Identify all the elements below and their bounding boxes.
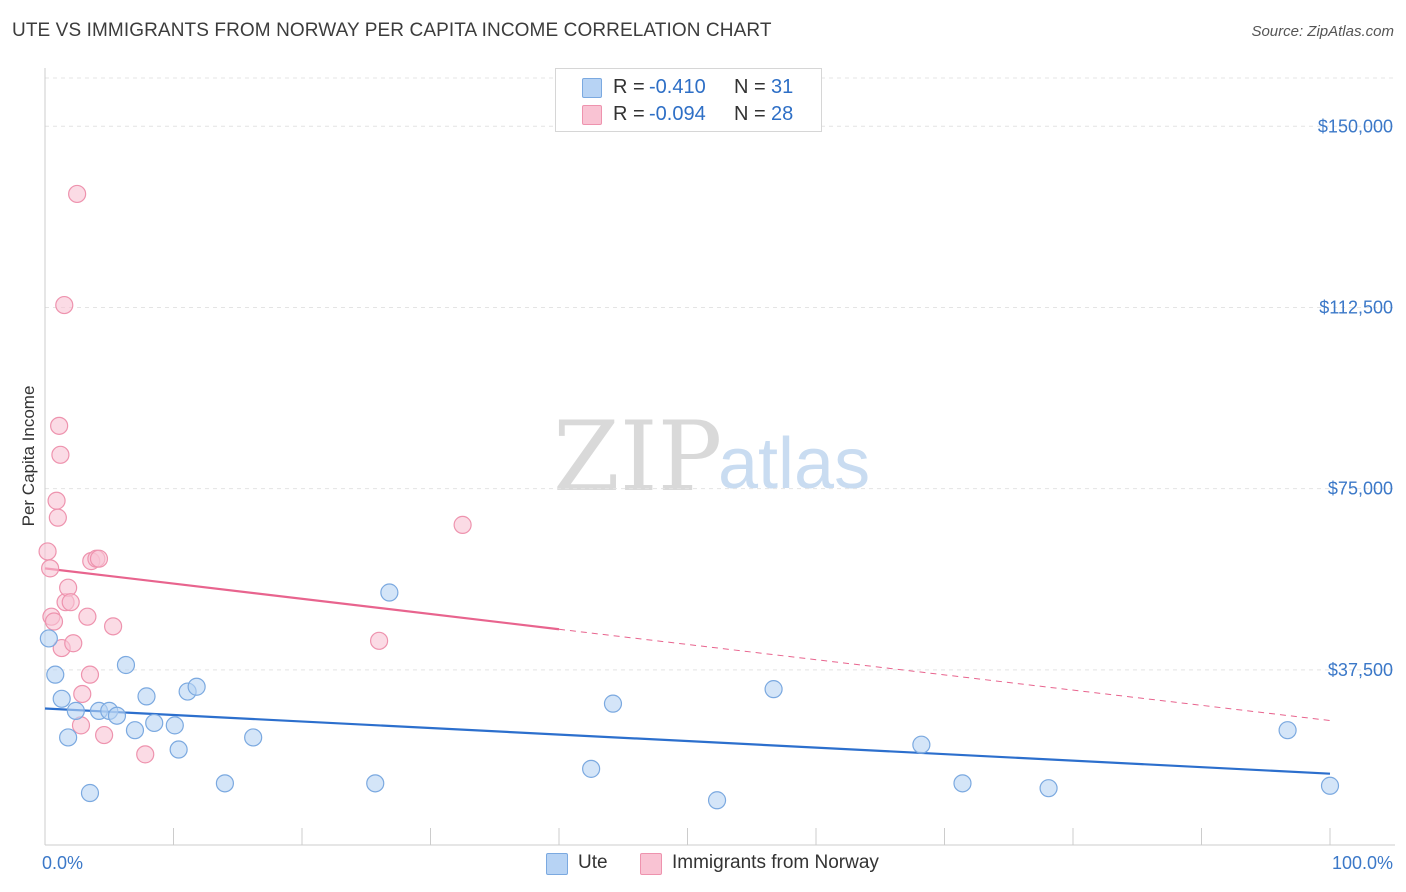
ute-point: [215, 774, 234, 793]
ute-point: [52, 689, 71, 708]
ute-point: [125, 721, 145, 740]
ute-point: [137, 687, 156, 706]
ute-point: [582, 759, 601, 778]
ute-point: [244, 728, 263, 747]
r-label: R =: [613, 103, 645, 125]
norway-point: [104, 617, 123, 636]
n-value: 31: [771, 76, 794, 98]
ute-legend-icon: [546, 853, 568, 875]
ute-point: [116, 655, 136, 675]
norway-point: [50, 416, 69, 435]
ute-point: [169, 740, 188, 759]
norway-point: [89, 549, 109, 568]
y-tick-label: $75,000: [1328, 479, 1393, 499]
norway-point: [80, 665, 100, 684]
norway-legend-label: Immigrants from Norway: [672, 852, 879, 873]
ute-point: [66, 701, 85, 720]
ute-point: [366, 774, 385, 793]
x-tick-labels: 0.0% 100.0%: [42, 853, 1393, 873]
trend-line-0: [44, 707, 1331, 775]
n-label: N =: [734, 103, 766, 125]
norway-point: [370, 631, 389, 650]
r-value: -0.094: [649, 103, 706, 125]
ute-point: [1039, 779, 1058, 798]
gridlines: [45, 77, 1395, 671]
norway-legend-icon: [640, 853, 662, 875]
trend-lines: [44, 567, 1331, 775]
ute-point: [1320, 776, 1340, 795]
ute-swatch-icon: [582, 78, 602, 98]
trend-line-solid-1: [44, 567, 560, 631]
ute-point: [46, 665, 65, 684]
legend-row-norway: R = -0.094 N = 28: [556, 101, 821, 127]
ute-point: [764, 680, 783, 699]
norway-point: [64, 634, 83, 653]
y-tick-label: $37,500: [1328, 660, 1393, 680]
y-tick-label: $112,500: [1319, 297, 1393, 317]
y-axis-label: Per Capita Income: [19, 386, 38, 527]
norway-point: [73, 684, 92, 704]
ute-legend-label: Ute: [578, 852, 608, 873]
stats-legend: R = -0.410 N = 31 R = -0.094 N = 28: [555, 68, 822, 132]
r-label: R =: [613, 76, 645, 98]
norway-point: [136, 745, 155, 764]
ute-point: [80, 783, 100, 803]
x-tick-label-start: 0.0%: [42, 853, 83, 873]
norway-point: [78, 607, 97, 626]
watermark-zip: ZIP: [553, 401, 722, 513]
ute-point: [953, 774, 972, 793]
ute-point: [39, 629, 58, 648]
x-tick-label-end: 100.0%: [1332, 853, 1393, 873]
ute-point: [145, 713, 164, 733]
axes: [44, 68, 1395, 846]
ute-point: [165, 716, 184, 735]
n-label: N =: [734, 76, 766, 98]
norway-point: [55, 295, 74, 315]
trend-line-dashed-1: [558, 628, 1331, 722]
norway-point: [51, 445, 70, 464]
y-tick-labels: $37,500 $75,000 $112,500 $150,000: [1318, 116, 1393, 680]
chart-title: UTE VS IMMIGRANTS FROM NORWAY PER CAPITA…: [12, 20, 772, 41]
norway-point: [38, 542, 57, 561]
norway-point: [47, 491, 66, 510]
norway-point: [61, 593, 80, 612]
ute-point: [1278, 721, 1297, 740]
data-points: [38, 184, 1340, 810]
norway-point: [44, 612, 64, 631]
n-value: 28: [771, 103, 794, 125]
norway-point: [41, 559, 60, 578]
ute-point: [380, 583, 399, 602]
legend-row-ute: R = -0.410 N = 31: [556, 74, 821, 100]
norway-swatch-icon: [582, 105, 602, 125]
ute-point: [912, 735, 931, 754]
norway-point: [95, 725, 114, 745]
ute-point: [107, 706, 127, 725]
watermark-atlas: atlas: [718, 424, 870, 504]
ute-point: [187, 677, 206, 696]
norway-point: [453, 515, 472, 534]
ute-point: [707, 791, 727, 810]
r-value: -0.410: [649, 76, 706, 98]
ute-point: [59, 728, 78, 747]
norway-point: [48, 508, 67, 527]
source-credit: Source: ZipAtlas.com: [1251, 23, 1394, 40]
y-tick-label: $150,000: [1318, 116, 1393, 136]
ute-point: [603, 694, 623, 713]
watermark: ZIP atlas: [553, 401, 870, 513]
norway-point: [68, 184, 87, 204]
